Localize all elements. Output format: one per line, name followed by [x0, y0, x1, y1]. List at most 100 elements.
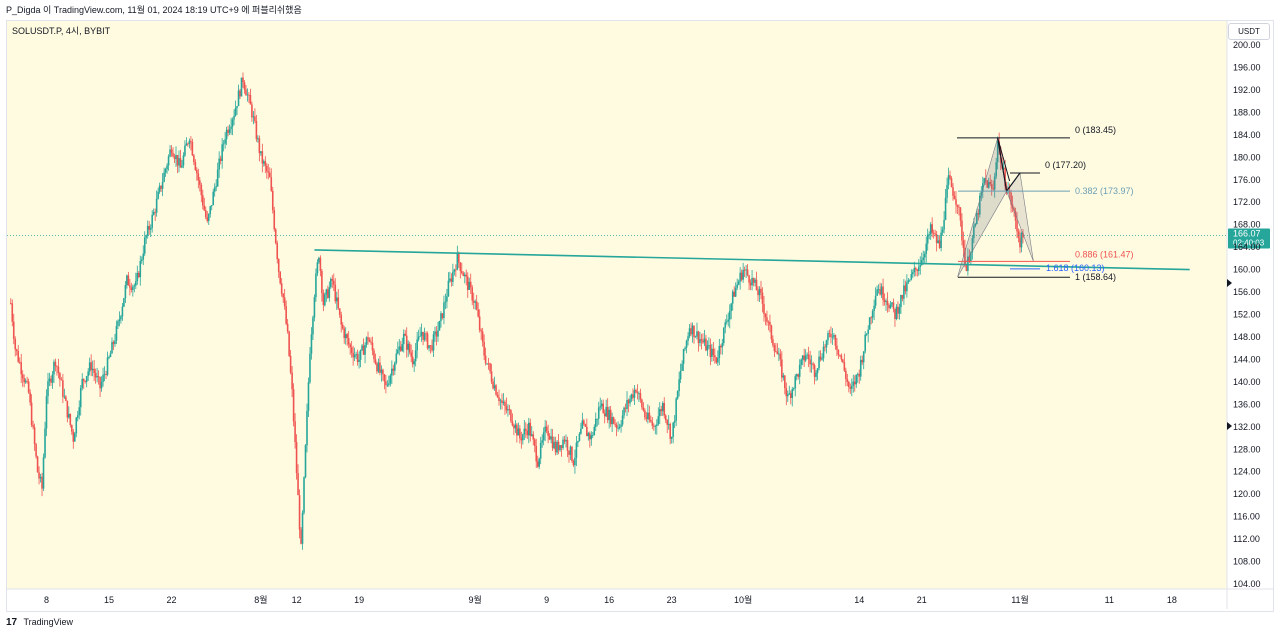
candle-body — [172, 152, 174, 157]
candle-body — [715, 357, 718, 363]
candle-body — [523, 428, 526, 435]
candle-body — [508, 409, 511, 411]
candle-body — [300, 529, 302, 544]
candle-body — [155, 198, 158, 213]
candle-body — [313, 297, 316, 318]
candle-body — [461, 271, 463, 274]
candle-body — [720, 345, 722, 348]
pattern-xab-triangle[interactable] — [957, 137, 1007, 278]
candle — [47, 372, 49, 404]
candle — [79, 384, 82, 416]
candle — [408, 341, 411, 355]
candle — [404, 329, 407, 337]
candle — [483, 334, 485, 361]
candle-body — [197, 173, 200, 181]
candle-body — [483, 341, 485, 356]
candle-body — [764, 313, 767, 318]
candle — [312, 315, 314, 340]
candle-body — [937, 240, 939, 243]
candle — [263, 159, 265, 167]
candle — [126, 274, 128, 289]
time-tick-label: 8월 — [254, 594, 267, 605]
candle-body — [438, 321, 441, 331]
candle-body — [87, 371, 89, 377]
candle-body — [292, 389, 295, 422]
candle — [769, 314, 771, 333]
symbol-label[interactable]: SOLUSDT.P, 4시, BYBIT — [12, 26, 111, 36]
candle — [170, 145, 173, 157]
candle — [489, 362, 491, 374]
plot-area[interactable] — [7, 21, 1227, 589]
candle — [24, 378, 27, 384]
candle-body — [218, 158, 220, 170]
candle — [580, 422, 582, 435]
candle — [554, 436, 557, 456]
price-axis-marker-icon — [1227, 422, 1232, 430]
candle-body — [402, 333, 405, 344]
candle-body — [26, 380, 28, 382]
candle-body — [996, 141, 999, 163]
candle-body — [526, 430, 529, 436]
candle — [587, 431, 590, 441]
candle — [873, 299, 875, 321]
pattern-retrace-leg[interactable] — [997, 137, 1011, 182]
candle-body — [307, 382, 310, 411]
candle-body — [130, 287, 133, 290]
candle-body — [748, 275, 750, 283]
candle — [471, 285, 474, 306]
candle — [50, 375, 52, 386]
candle — [274, 227, 277, 245]
currency-button[interactable]: USDT — [1228, 23, 1270, 40]
candle — [636, 384, 639, 400]
candle-body — [379, 362, 381, 373]
candle-body — [96, 376, 98, 378]
candle — [135, 272, 137, 290]
candle — [258, 135, 261, 162]
candle — [188, 138, 191, 149]
candle — [655, 419, 658, 435]
candle-body — [580, 428, 582, 434]
candle — [1013, 206, 1015, 217]
candle-body — [437, 330, 439, 337]
candle-body — [62, 380, 64, 397]
candle — [481, 327, 484, 347]
candle — [763, 296, 765, 322]
tradingview-logo-icon: 17 — [6, 617, 18, 628]
candle — [673, 415, 676, 429]
candle-body — [414, 350, 417, 362]
candle-body — [136, 272, 139, 282]
candle — [810, 355, 813, 373]
candle-body — [358, 359, 360, 362]
price-tick-label: 152.00 — [1233, 310, 1261, 320]
candle — [130, 282, 133, 293]
candle — [510, 409, 512, 423]
candle-body — [536, 461, 539, 467]
candle-body — [498, 397, 500, 402]
candle — [178, 150, 180, 173]
candle — [776, 343, 779, 355]
candle — [536, 455, 539, 468]
time-tick-label: 23 — [667, 595, 677, 605]
candle — [749, 279, 752, 291]
price-tick-label: 172.00 — [1233, 197, 1261, 207]
candle — [160, 185, 162, 192]
candle-body — [694, 336, 697, 338]
candle-body — [359, 349, 362, 360]
candle-body — [736, 284, 738, 288]
candle — [352, 345, 354, 366]
candle — [68, 406, 70, 419]
candle — [569, 445, 572, 460]
candle — [486, 363, 488, 365]
candle-body — [897, 306, 899, 314]
candle — [623, 406, 625, 419]
candle-body — [958, 206, 960, 208]
candle — [816, 368, 819, 381]
trendline[interactable] — [314, 249, 1190, 271]
candle — [33, 423, 36, 451]
candle-body — [332, 280, 335, 285]
candle-body — [303, 477, 305, 513]
candle-body — [563, 439, 566, 442]
candle — [731, 289, 734, 311]
candle — [971, 234, 974, 260]
